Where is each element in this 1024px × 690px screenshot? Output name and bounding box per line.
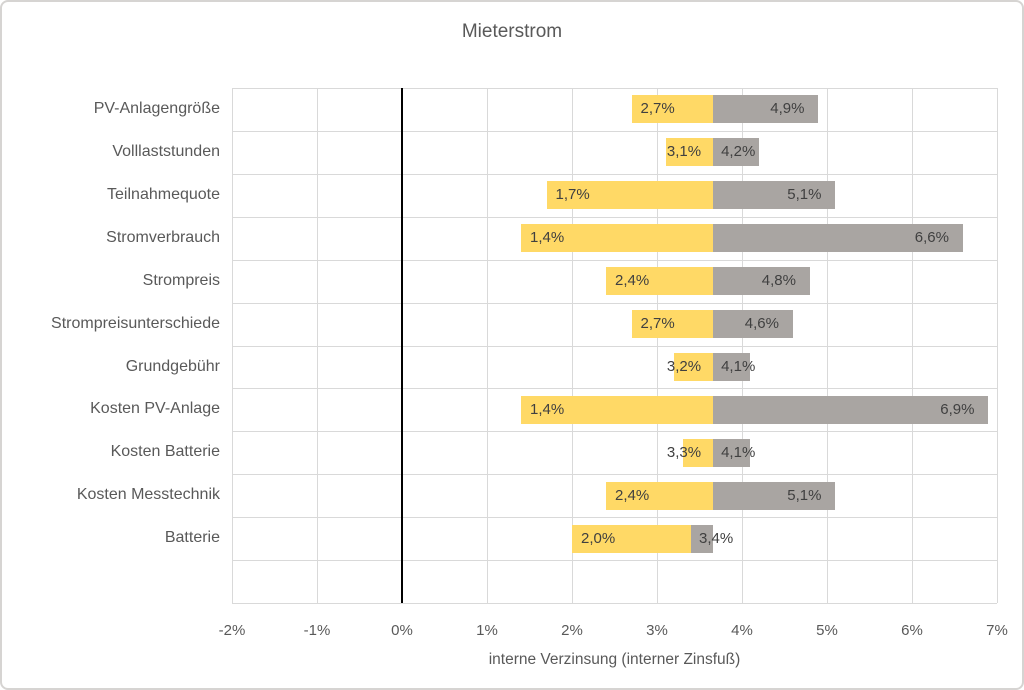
bar-label-low: 1,4% xyxy=(530,400,565,418)
bar-label-high: 4,1% xyxy=(721,357,756,375)
x-tick-label: 3% xyxy=(646,622,668,639)
bar-label-high: 4,2% xyxy=(721,143,756,161)
bar-label-high: 3,4% xyxy=(699,529,734,547)
category-label: Teilnahmequote xyxy=(107,185,220,203)
category-label: Grundgebühr xyxy=(125,357,220,375)
x-tick-label: 1% xyxy=(476,622,498,639)
x-tick-label: -1% xyxy=(303,622,331,639)
bar-label-high: 6,9% xyxy=(940,400,975,418)
x-tick-label: 5% xyxy=(816,622,838,639)
bar-high xyxy=(713,438,751,467)
x-axis-title: interne Verzinsung (interner Zinsfuß) xyxy=(488,651,741,668)
bar-label-low: 1,4% xyxy=(530,229,565,247)
category-label: PV-Anlagengröße xyxy=(93,100,220,117)
category-label: Kosten PV-Anlage xyxy=(90,400,220,418)
bar-low xyxy=(682,438,714,467)
gridline-horizontal xyxy=(232,560,997,562)
category-label: Strompreis xyxy=(142,271,220,289)
bar-high xyxy=(691,524,714,553)
gridline-horizontal xyxy=(232,517,997,519)
bar-high xyxy=(713,395,989,424)
x-tick-label: 6% xyxy=(901,622,923,639)
bar-label-low: 2,7% xyxy=(640,100,675,118)
bar-high xyxy=(713,224,963,253)
bar-low xyxy=(631,310,714,339)
bar-low xyxy=(572,524,691,553)
x-tick-label: 4% xyxy=(731,622,753,639)
bar-label-high: 4,1% xyxy=(721,443,756,461)
bar-low xyxy=(606,267,714,296)
gridline-horizontal xyxy=(232,431,997,433)
category-label: Batterie xyxy=(164,529,220,547)
category-label: Kosten Batterie xyxy=(110,443,220,461)
bar-label-low: 2,0% xyxy=(581,529,616,547)
category-label: Strompreisunterschiede xyxy=(51,314,220,332)
bar-high xyxy=(713,138,759,167)
bar-low xyxy=(521,395,714,424)
bar-low xyxy=(674,352,714,381)
bar-label-low: 3,3% xyxy=(666,443,702,461)
bar-label-low: 2,7% xyxy=(640,315,675,333)
category-label: Volllaststunden xyxy=(112,142,220,160)
bar-label-high: 4,8% xyxy=(761,272,796,290)
bar-label-high: 5,1% xyxy=(787,186,822,204)
bar-high xyxy=(713,181,836,210)
bar-label-high: 4,9% xyxy=(770,100,805,118)
bar-label-high: 6,6% xyxy=(914,229,949,247)
gridline-horizontal xyxy=(232,88,997,89)
gridline-horizontal xyxy=(232,302,997,304)
bar-high xyxy=(713,310,793,339)
gridline-horizontal xyxy=(232,388,997,390)
bar-low xyxy=(665,138,714,167)
bar-label-high: 4,6% xyxy=(744,315,779,333)
gridline-horizontal xyxy=(232,474,997,476)
bar-low xyxy=(606,481,714,510)
bar-label-low: 1,7% xyxy=(555,186,590,204)
bar-label-high: 5,1% xyxy=(787,486,822,504)
bar-high xyxy=(713,481,836,510)
x-tick-label: 2% xyxy=(561,622,583,639)
chart-title: Mieterstrom xyxy=(461,21,563,42)
bar-label-low: 3,2% xyxy=(666,357,702,375)
category-label: Kosten Messtechnik xyxy=(76,486,220,504)
bar-high xyxy=(713,267,810,296)
gridline-horizontal xyxy=(232,216,997,218)
gridline-horizontal xyxy=(232,603,997,604)
bar-label-low: 2,4% xyxy=(615,272,650,290)
gridline-vertical xyxy=(997,88,998,603)
gridline-horizontal xyxy=(232,345,997,347)
gridline-horizontal xyxy=(232,130,997,132)
bar-label-low: 2,4% xyxy=(615,486,650,504)
x-tick-label: -2% xyxy=(218,622,246,639)
category-label: Stromverbrauch xyxy=(106,228,220,246)
bar-low xyxy=(631,95,714,124)
bar-label-low: 3,1% xyxy=(666,143,702,161)
bar-low xyxy=(546,181,714,210)
bar-high xyxy=(713,95,819,124)
x-tick-label: 7% xyxy=(986,622,1008,639)
bar-low xyxy=(521,224,714,253)
x-tick-label: 0% xyxy=(391,622,413,639)
zero-axis-line xyxy=(401,88,403,603)
gridline-horizontal xyxy=(232,173,997,175)
gridline-horizontal xyxy=(232,259,997,261)
bar-high xyxy=(713,352,751,381)
